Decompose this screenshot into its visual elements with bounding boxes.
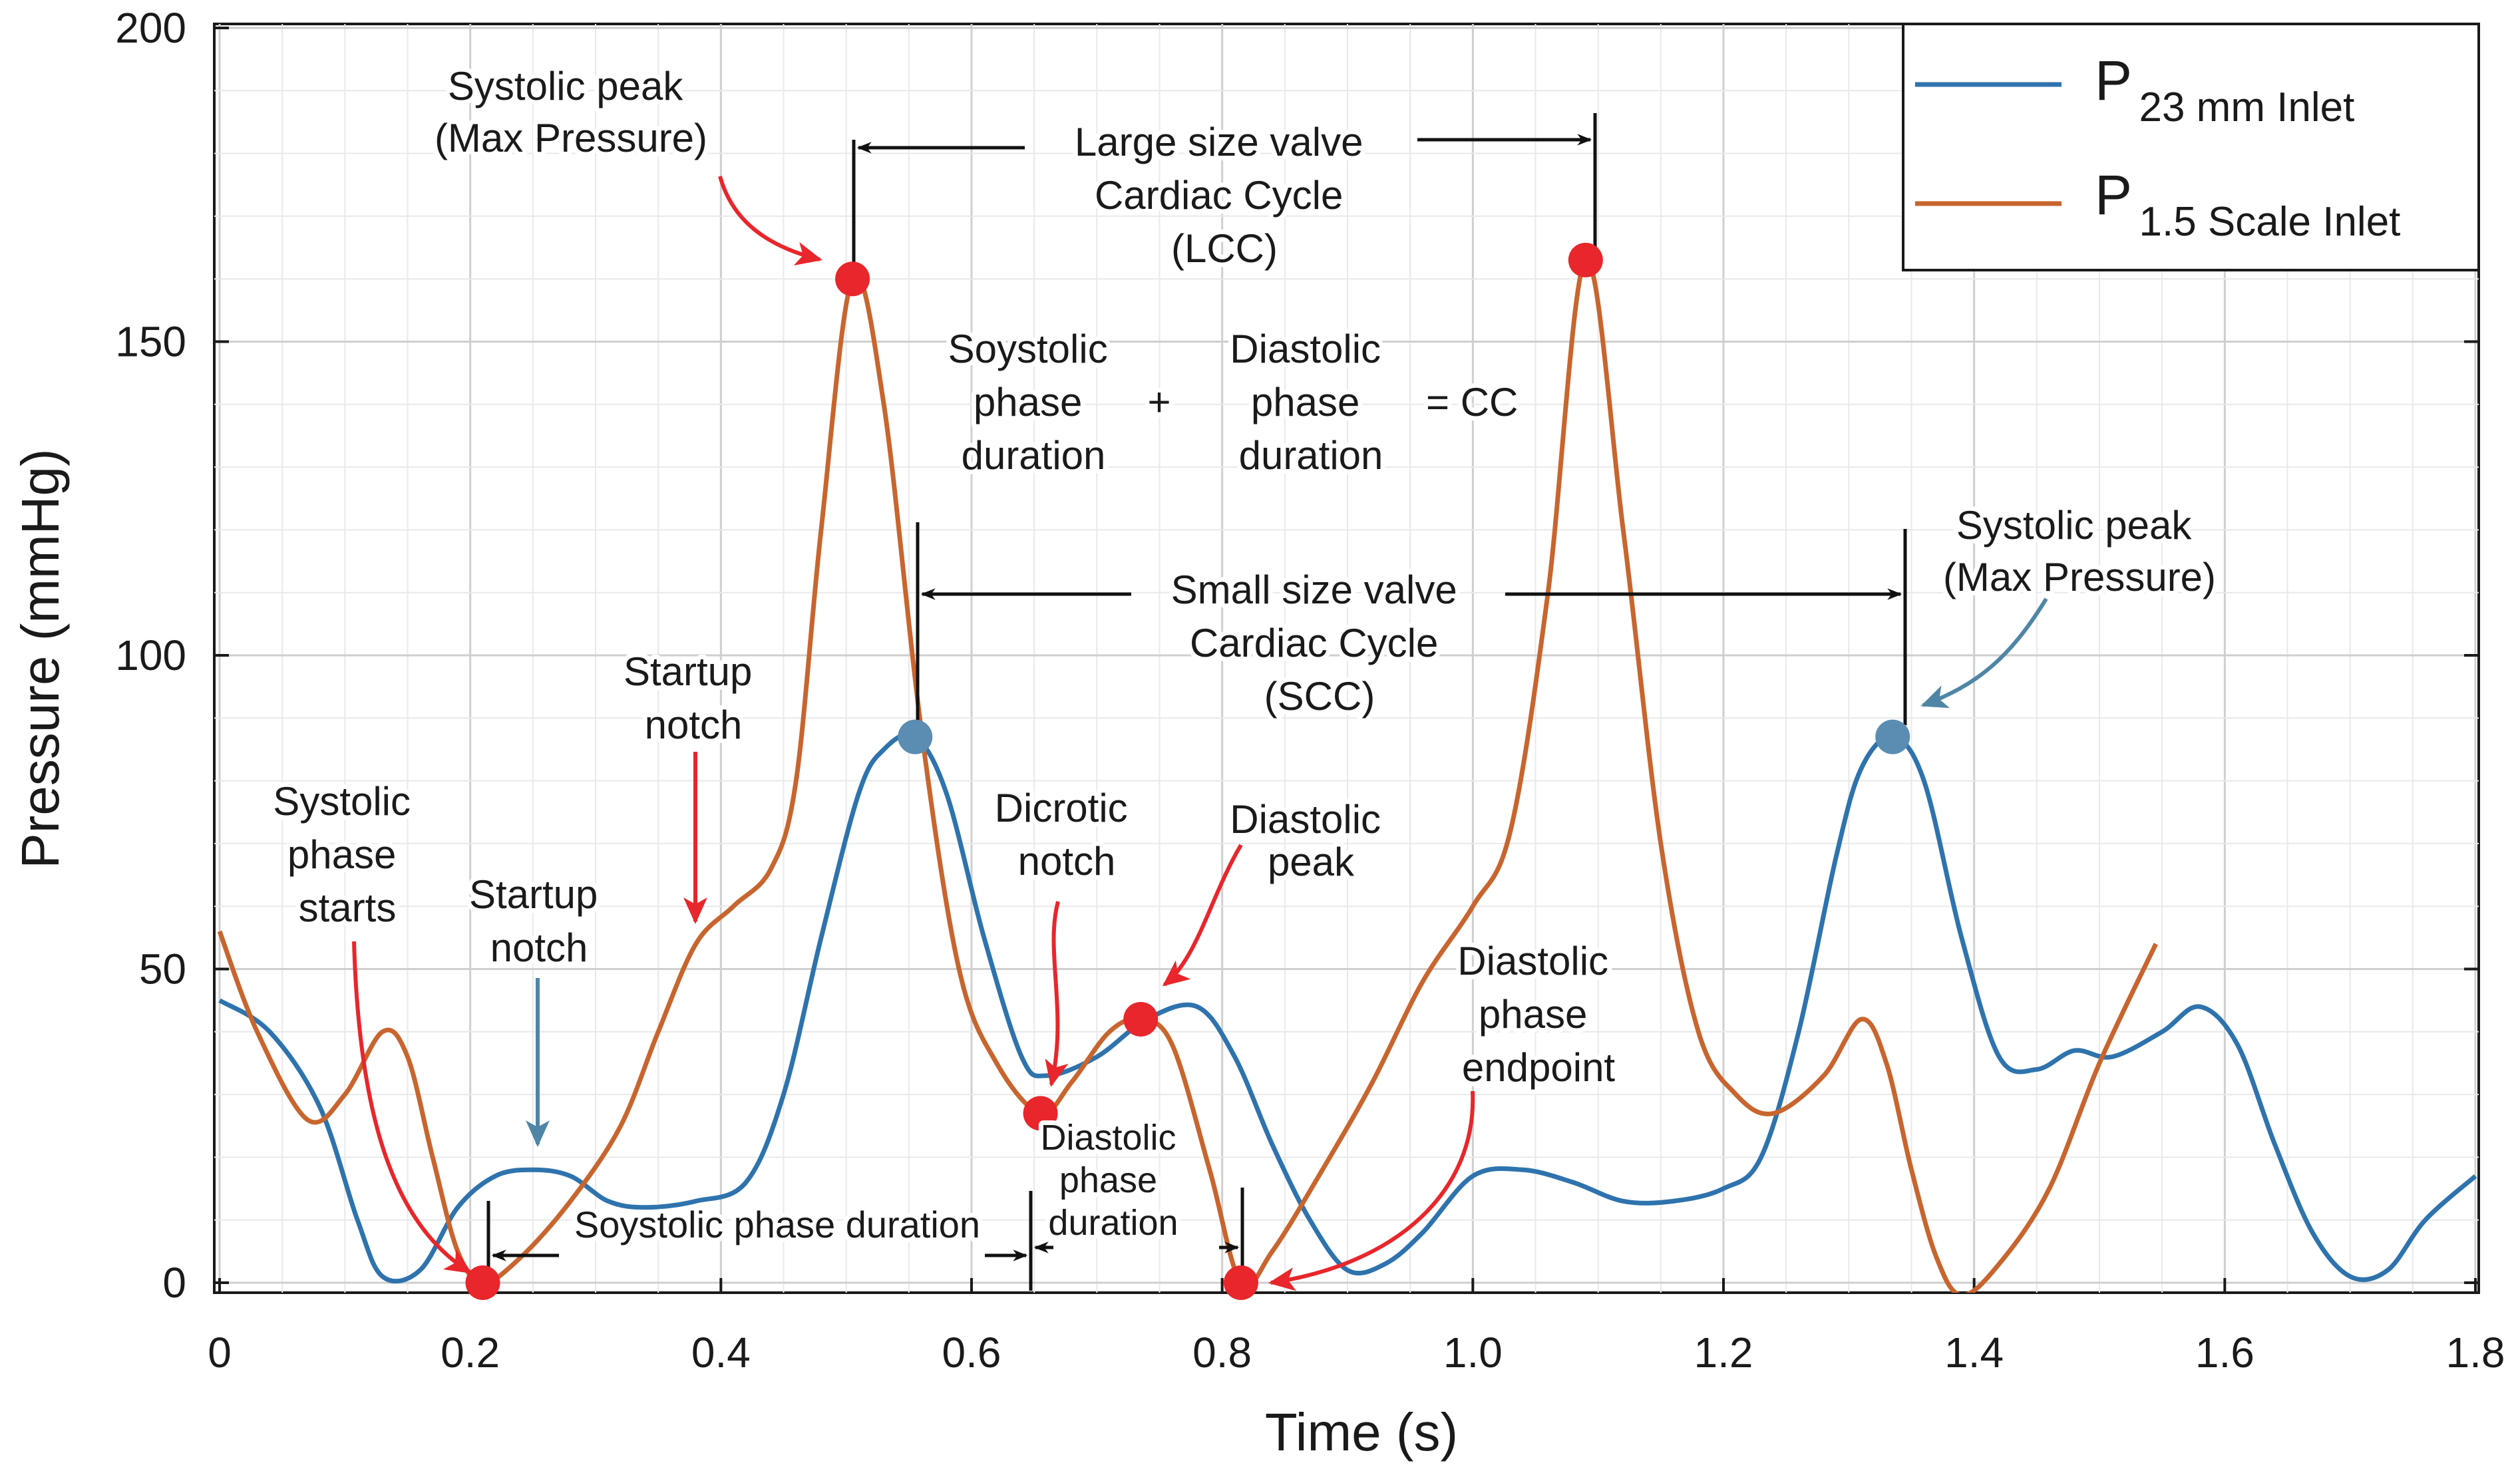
- ann-dicrotic-notch: Dicrotic notch: [995, 786, 1139, 884]
- ann-line: Diastolic: [1230, 797, 1381, 842]
- marker-scc-start-peak: [898, 719, 933, 754]
- ann-line: peak: [1268, 840, 1355, 884]
- ann-systolic-phase-starts: Systolic phase starts: [273, 779, 421, 930]
- marker-lcc-second-peak: [1568, 242, 1603, 277]
- ann-lcc: Large size valve Cardiac Cycle (LCC): [1075, 120, 1374, 271]
- ann-line: Systolic: [273, 779, 411, 824]
- series-line-p15scale: [217, 257, 2158, 1293]
- ann-line: phase: [1251, 380, 1359, 424]
- ann-line: Cardiac Cycle: [1095, 173, 1343, 218]
- arrow-diastolic-peak: [1162, 844, 1243, 987]
- ann-line: notch: [1018, 839, 1116, 884]
- ann-line: (LCC): [1171, 226, 1278, 271]
- ann-line: starts: [299, 886, 397, 930]
- ann-line: phase: [1479, 992, 1587, 1037]
- arrow-systolic-peak-left: [718, 176, 822, 265]
- x-tick-label: 0: [208, 1329, 232, 1377]
- y-tick-label: 0: [162, 1259, 186, 1307]
- ann-line: Soystolic: [948, 327, 1108, 371]
- x-tick-label: 1.0: [1443, 1329, 1503, 1377]
- ann-formula-plus: +: [1147, 380, 1170, 424]
- x-tick-label: 0.2: [441, 1329, 500, 1377]
- y-axis-title: Pressure (mmHg): [11, 448, 70, 868]
- y-tick-label: 50: [139, 945, 186, 993]
- x-tick-label: 0.6: [942, 1329, 1001, 1377]
- key-points: [465, 242, 1910, 1300]
- marker-dicrotic-notch: [1023, 1096, 1058, 1131]
- ann-line: duration: [1048, 1203, 1178, 1243]
- marker-systolic-peak-max-pressure: [1875, 719, 1910, 754]
- legend-main-text: P: [2095, 164, 2132, 226]
- ann-line: phase: [287, 832, 396, 877]
- ann-systolic-peak-right: Systolic peak (Max Pressure): [1943, 503, 2216, 599]
- x-tick-label: 1.6: [2195, 1329, 2254, 1377]
- ann-diastolic-duration: Diastolic phase duration: [1040, 1118, 1186, 1243]
- ann-line: Dicrotic: [995, 786, 1128, 830]
- ann-line: Small size valve: [1171, 568, 1457, 612]
- legend: P 23 mm Inlet P 1.5 Scale Inlet: [1902, 23, 2480, 271]
- x-tick-label: 0.4: [691, 1329, 751, 1377]
- arrow-systolic-start: [352, 941, 472, 1274]
- ann-line: (Max Pressure): [1943, 555, 2216, 599]
- x-tick-label: 1.8: [2446, 1329, 2505, 1377]
- legend-box: [1902, 23, 2480, 271]
- ann-startup-notch-blue: Startup notch: [469, 872, 609, 970]
- legend-label-p23mm: P 23 mm Inlet: [2095, 49, 2354, 130]
- axis-ticks: 0 0.2 0.4 0.6 0.8 1.0 1.2 1.4 1.6 1.8 0 50 100 150 200: [115, 4, 2505, 1377]
- ann-line: Cardiac Cycle: [1190, 621, 1438, 665]
- marker-diastolic-phase-endpoint: [1223, 1265, 1258, 1300]
- ann-diastolic-peak: Diastolic peak: [1230, 797, 1391, 884]
- series-line-p23mm: [218, 732, 2477, 1284]
- y-tick-label: 150: [115, 318, 186, 366]
- ann-line: phase: [974, 380, 1082, 424]
- ann-line: duration: [962, 433, 1106, 478]
- ann-line: (SCC): [1264, 674, 1375, 719]
- x-tick-label: 0.8: [1192, 1329, 1252, 1377]
- x-tick-label: 1.2: [1694, 1329, 1753, 1377]
- annotations: Systolic peak (Max Pressure) Large size …: [268, 59, 2221, 1250]
- ann-line: phase: [1059, 1160, 1157, 1200]
- ann-line: notch: [645, 703, 743, 747]
- ann-startup-notch-orange: Startup notch: [624, 649, 763, 747]
- brackets: [486, 113, 1907, 1291]
- ann-line: duration: [1239, 433, 1383, 478]
- ann-systolic-peak-left: Systolic peak (Max Pressure): [435, 64, 707, 160]
- legend-sub-text: 23 mm Inlet: [2139, 84, 2354, 130]
- arrow-diastolic-endpoint: [1268, 1090, 1475, 1291]
- ann-line: Startup: [469, 872, 598, 917]
- x-tick-label: 1.4: [1944, 1329, 2004, 1377]
- marker-systolic-phase-starts: [465, 1265, 500, 1300]
- ann-line: Systolic peak: [1956, 503, 2192, 548]
- y-tick-label: 100: [115, 631, 186, 679]
- marker-diastolic-peak: [1123, 1001, 1159, 1037]
- ann-formula-eq: = CC: [1426, 380, 1518, 424]
- arrow-systolic-peak-right: [1920, 597, 2048, 709]
- marker-systolic-peak-max-pressure: [835, 261, 870, 297]
- x-axis-title: Time (s): [1265, 1402, 1458, 1462]
- legend-main-text: P: [2095, 49, 2132, 112]
- ann-line: (Max Pressure): [435, 116, 707, 160]
- ann-scc: Small size valve Cardiac Cycle (SCC): [1171, 568, 1469, 719]
- arrow-dicrotic-notch: [1045, 901, 1069, 1087]
- y-tick-label: 200: [115, 4, 186, 52]
- ann-line: notch: [490, 925, 588, 970]
- ann-systolic-duration: Soystolic phase duration: [574, 1204, 980, 1245]
- ann-line: Diastolic: [1457, 939, 1608, 983]
- ann-line: Large size valve: [1075, 120, 1363, 164]
- ann-line: Diastolic: [1230, 327, 1381, 371]
- ann-line: Diastolic: [1040, 1118, 1176, 1158]
- ann-formula-diastolic: Diastolic phase duration: [1230, 327, 1391, 478]
- legend-label-p15scale: P 1.5 Scale Inlet: [2095, 164, 2400, 245]
- legend-sub-text: 1.5 Scale Inlet: [2139, 199, 2400, 245]
- ann-diastolic-endpoint: Diastolic phase endpoint: [1457, 939, 1619, 1090]
- ann-line: Systolic peak: [448, 64, 683, 108]
- ann-formula-systolic: Soystolic phase duration: [948, 327, 1119, 478]
- callout-arrows: [352, 176, 2048, 1291]
- ann-line: Startup: [624, 649, 752, 694]
- ann-line: endpoint: [1462, 1045, 1616, 1090]
